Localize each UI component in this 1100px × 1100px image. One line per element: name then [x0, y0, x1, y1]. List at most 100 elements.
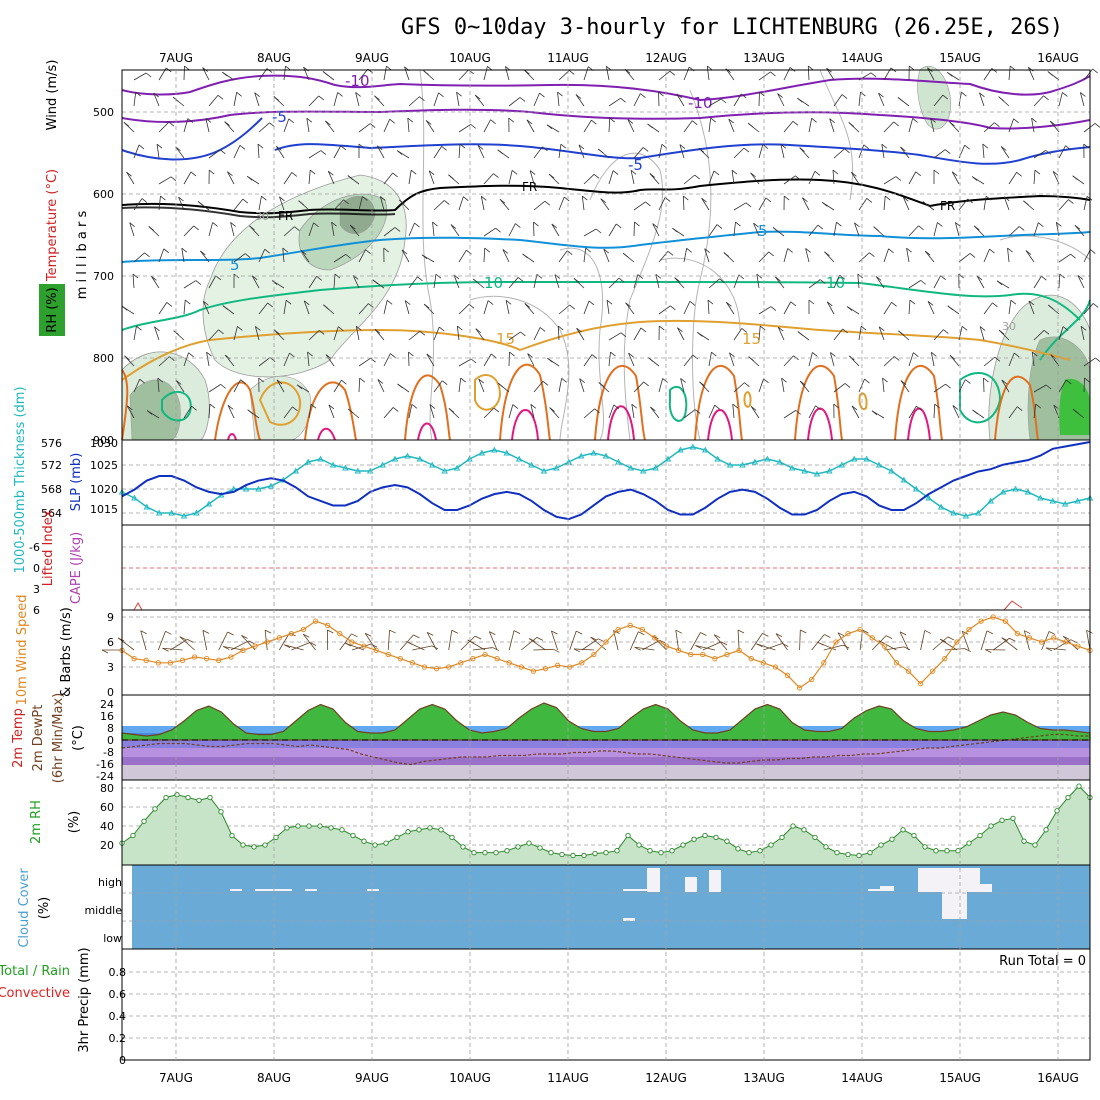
wind-barb-flag — [1000, 146, 1007, 151]
axis-label-cape: CAPE (J/kg) — [69, 532, 84, 604]
cloud-patch — [880, 886, 894, 891]
wind-barb-flag — [276, 379, 283, 385]
rh2m-point — [702, 832, 708, 839]
wind-barb-flag — [915, 171, 922, 177]
wind-barb — [980, 630, 988, 651]
wind-barb-flag — [982, 143, 989, 149]
wind-barb-flag — [885, 635, 893, 639]
wind-barb-flag — [222, 71, 228, 77]
wind10m-point — [893, 660, 900, 666]
wind10m-point — [542, 666, 549, 672]
wind-barb — [590, 636, 607, 651]
wind-barb-flag — [737, 629, 745, 634]
wind-barb-flag — [421, 254, 428, 260]
wind-barb-flag — [423, 303, 430, 309]
wind-barb — [676, 93, 685, 107]
wind-barb-flag — [1047, 71, 1054, 76]
wind-barb — [608, 404, 615, 419]
wind-barb-flag — [881, 143, 888, 149]
wind-barb-flag — [916, 405, 922, 411]
wind-barb — [453, 274, 460, 289]
wind-barb-flag — [833, 403, 840, 409]
wind-barb-flag — [787, 248, 793, 253]
wind-barb — [900, 146, 910, 159]
wind-barb — [355, 326, 360, 341]
wind-barb — [677, 327, 685, 341]
wind-barb-flag — [397, 383, 403, 389]
wind10m-point — [1002, 618, 1008, 624]
wind-barb-flag — [971, 176, 978, 181]
wind-barb-flag — [394, 227, 401, 232]
wind-barb-flag — [547, 357, 553, 363]
wind-barb-flag — [101, 649, 109, 654]
temp-band — [122, 757, 1090, 765]
wind-barb-flag — [557, 91, 563, 97]
wind-barb-flag — [1028, 66, 1034, 72]
wind-barb — [930, 352, 935, 367]
y-tick-label: 0.6 — [109, 988, 127, 1001]
isotherm-plus15 — [121, 319, 1071, 426]
wind-barb-flag — [996, 280, 1003, 286]
wind-barb-flag — [162, 647, 169, 652]
wind-barb-flag — [670, 305, 676, 311]
rh2m-point — [504, 848, 510, 854]
wind-barb-flag — [542, 146, 548, 152]
wind-barb-flag — [986, 630, 994, 635]
y-tick-label: 0 — [119, 1054, 126, 1067]
wind-barb — [133, 72, 147, 81]
rh2m-point — [570, 852, 576, 859]
wind-barb — [958, 198, 968, 211]
wind-barb — [683, 174, 695, 185]
wind-barb — [183, 171, 192, 185]
wind-barb — [458, 303, 470, 315]
wind-barb — [233, 326, 238, 341]
wind-barb-flag — [998, 329, 1005, 335]
wind-barb-flag — [566, 250, 573, 255]
wind-barb — [630, 170, 635, 185]
wind-barb — [183, 300, 186, 315]
rh2m-point — [537, 845, 543, 851]
wind10m-point — [482, 651, 488, 658]
wind-barb — [429, 404, 435, 419]
wind-barb-flag — [490, 119, 496, 124]
rh2m-point — [845, 851, 851, 858]
wind-barb-flag — [348, 408, 354, 414]
wind-barb-flag — [836, 221, 842, 227]
wind-barb-flag — [955, 222, 961, 227]
wind-barb — [477, 145, 485, 159]
thickness-point — [329, 461, 337, 468]
wind-barb — [783, 355, 794, 367]
wind-barb — [426, 632, 437, 651]
wind-barb-flag — [871, 410, 878, 416]
wind-barb-flag — [191, 405, 197, 411]
wind-barb — [425, 120, 435, 133]
wind-barb-flag — [924, 250, 931, 256]
rh2m-point — [999, 817, 1005, 823]
rh2m-point — [581, 852, 587, 859]
wind10m-point — [470, 656, 476, 662]
wind10m-point — [446, 664, 452, 670]
wind10m-point — [554, 662, 561, 668]
wind-barb — [1031, 352, 1035, 367]
wind-barb-flag — [1035, 403, 1041, 409]
wind-barb-flag — [138, 144, 145, 150]
wind-barb-flag — [908, 65, 915, 71]
wind-barb-flag — [832, 169, 839, 175]
wind-barb — [208, 149, 221, 159]
wind-barb-flag — [918, 225, 924, 231]
wind-barb — [154, 326, 160, 341]
wind-barb — [833, 222, 837, 237]
axis-label-2m-dewpt: 2m DewPt — [31, 705, 46, 772]
wind-barb-flag — [842, 328, 848, 334]
rh2m-point — [625, 832, 631, 839]
wind-barb-flag — [244, 253, 251, 258]
isotherm-label: 15 — [496, 330, 515, 348]
wind10m-point — [748, 656, 754, 662]
y-tick-label: 576 — [41, 437, 62, 450]
cloud-patch — [942, 892, 967, 919]
wind-barb — [708, 278, 720, 289]
wind-barb-flag — [841, 94, 848, 99]
wind-barb-flag — [1077, 275, 1084, 280]
wind-barb-flag — [829, 118, 835, 123]
isotherm-label: 10 — [484, 274, 503, 292]
